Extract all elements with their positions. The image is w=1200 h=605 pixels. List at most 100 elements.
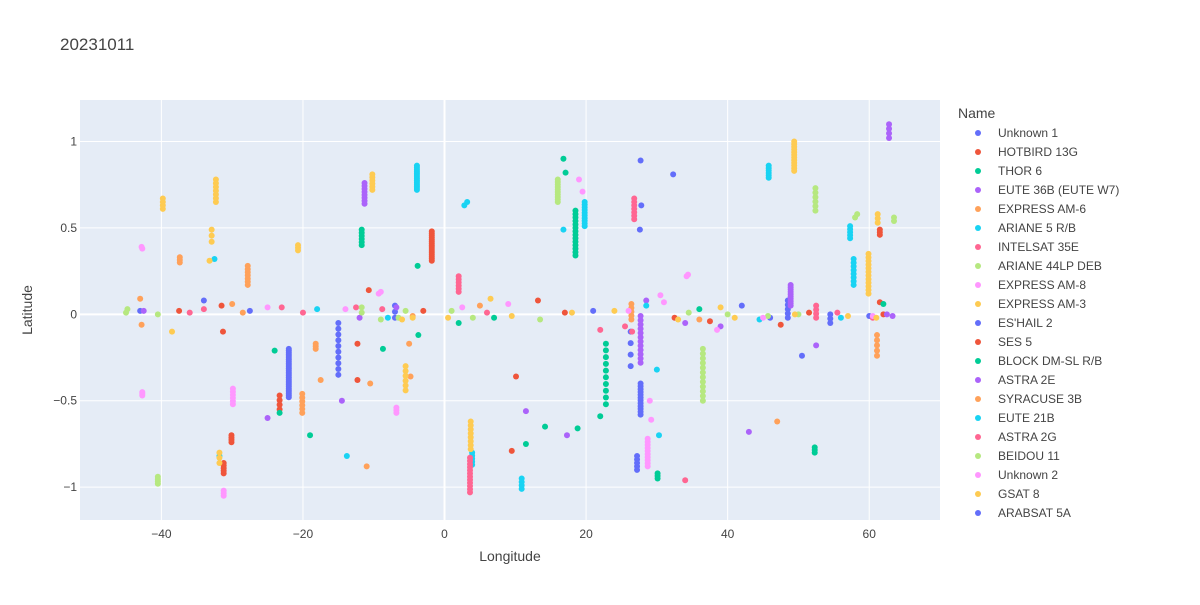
data-point[interactable] — [653, 366, 660, 373]
data-point[interactable] — [572, 207, 579, 214]
data-point[interactable] — [643, 302, 650, 309]
data-point[interactable] — [602, 340, 609, 347]
data-point[interactable] — [402, 382, 409, 389]
data-point[interactable] — [812, 198, 819, 205]
data-point[interactable] — [343, 453, 350, 460]
data-point[interactable] — [682, 477, 689, 484]
data-point[interactable] — [216, 454, 223, 461]
data-point[interactable] — [648, 416, 655, 423]
data-point[interactable] — [513, 373, 520, 380]
data-point[interactable] — [561, 309, 568, 316]
data-point[interactable] — [675, 316, 682, 323]
data-point[interactable] — [402, 363, 409, 370]
data-point[interactable] — [696, 306, 703, 313]
data-point[interactable] — [384, 314, 391, 321]
data-point[interactable] — [637, 338, 644, 345]
data-point[interactable] — [522, 440, 529, 447]
data-point[interactable] — [169, 328, 176, 335]
data-point[interactable] — [627, 363, 634, 370]
data-point[interactable] — [216, 449, 223, 456]
legend-item[interactable]: EXPRESS AM-6 — [975, 202, 1086, 216]
data-point[interactable] — [685, 309, 692, 316]
data-point[interactable] — [335, 325, 342, 332]
data-point[interactable] — [285, 345, 292, 352]
data-point[interactable] — [812, 207, 819, 214]
data-point[interactable] — [637, 321, 644, 328]
data-point[interactable] — [655, 432, 662, 439]
data-point[interactable] — [353, 304, 360, 311]
data-point[interactable] — [811, 444, 818, 451]
legend-item[interactable]: SYRACUSE 3B — [975, 392, 1082, 406]
data-point[interactable] — [560, 155, 567, 162]
data-point[interactable] — [717, 304, 724, 311]
data-point[interactable] — [335, 343, 342, 350]
data-point[interactable] — [699, 360, 706, 367]
data-point[interactable] — [220, 487, 227, 494]
data-point[interactable] — [699, 364, 706, 371]
legend-item[interactable]: BEIDOU 11 — [975, 449, 1060, 463]
data-point[interactable] — [837, 314, 844, 321]
data-point[interactable] — [414, 262, 421, 269]
data-point[interactable] — [889, 313, 896, 320]
data-point[interactable] — [774, 418, 781, 425]
data-point[interactable] — [637, 359, 644, 366]
data-point[interactable] — [537, 316, 544, 323]
data-point[interactable] — [138, 243, 145, 250]
data-point[interactable] — [402, 372, 409, 379]
data-point[interactable] — [314, 306, 321, 313]
data-point[interactable] — [402, 307, 409, 314]
data-point[interactable] — [469, 314, 476, 321]
data-point[interactable] — [483, 309, 490, 316]
data-point[interactable] — [874, 215, 881, 222]
data-point[interactable] — [874, 347, 881, 354]
data-point[interactable] — [714, 326, 721, 333]
data-point[interactable] — [491, 314, 498, 321]
data-point[interactable] — [276, 401, 283, 408]
data-point[interactable] — [874, 352, 881, 359]
data-point[interactable] — [208, 238, 215, 245]
legend-item[interactable]: BLOCK DM-SL R/B — [975, 354, 1102, 368]
data-point[interactable] — [299, 390, 306, 397]
data-point[interactable] — [699, 397, 706, 404]
data-point[interactable] — [685, 271, 692, 278]
data-point[interactable] — [459, 304, 466, 311]
data-point[interactable] — [886, 130, 893, 137]
data-point[interactable] — [827, 319, 834, 326]
legend-item[interactable]: EXPRESS AM-8 — [975, 278, 1086, 292]
data-point[interactable] — [211, 256, 218, 263]
data-point[interactable] — [883, 311, 890, 318]
data-point[interactable] — [264, 415, 271, 422]
data-point[interactable] — [244, 262, 251, 269]
data-point[interactable] — [637, 355, 644, 362]
data-point[interactable] — [637, 342, 644, 349]
data-point[interactable] — [602, 367, 609, 374]
data-point[interactable] — [854, 211, 861, 218]
data-point[interactable] — [140, 307, 147, 314]
data-point[interactable] — [699, 388, 706, 395]
data-point[interactable] — [791, 311, 798, 318]
data-point[interactable] — [399, 316, 406, 323]
data-point[interactable] — [699, 350, 706, 357]
data-point[interactable] — [229, 385, 236, 392]
data-point[interactable] — [212, 176, 219, 183]
data-point[interactable] — [670, 171, 677, 178]
data-point[interactable] — [574, 425, 581, 432]
data-point[interactable] — [413, 162, 420, 169]
data-point[interactable] — [724, 311, 731, 318]
data-point[interactable] — [660, 299, 667, 306]
data-point[interactable] — [625, 307, 632, 314]
data-point[interactable] — [467, 454, 474, 461]
data-point[interactable] — [812, 185, 819, 192]
data-point[interactable] — [699, 355, 706, 362]
data-point[interactable] — [508, 447, 515, 454]
data-point[interactable] — [208, 232, 215, 239]
data-point[interactable] — [765, 162, 772, 169]
data-point[interactable] — [200, 297, 207, 304]
data-point[interactable] — [806, 309, 813, 316]
data-point[interactable] — [476, 302, 483, 309]
data-point[interactable] — [407, 373, 414, 380]
data-point[interactable] — [696, 316, 703, 323]
data-point[interactable] — [812, 203, 819, 210]
data-point[interactable] — [791, 138, 798, 145]
data-point[interactable] — [220, 459, 227, 466]
